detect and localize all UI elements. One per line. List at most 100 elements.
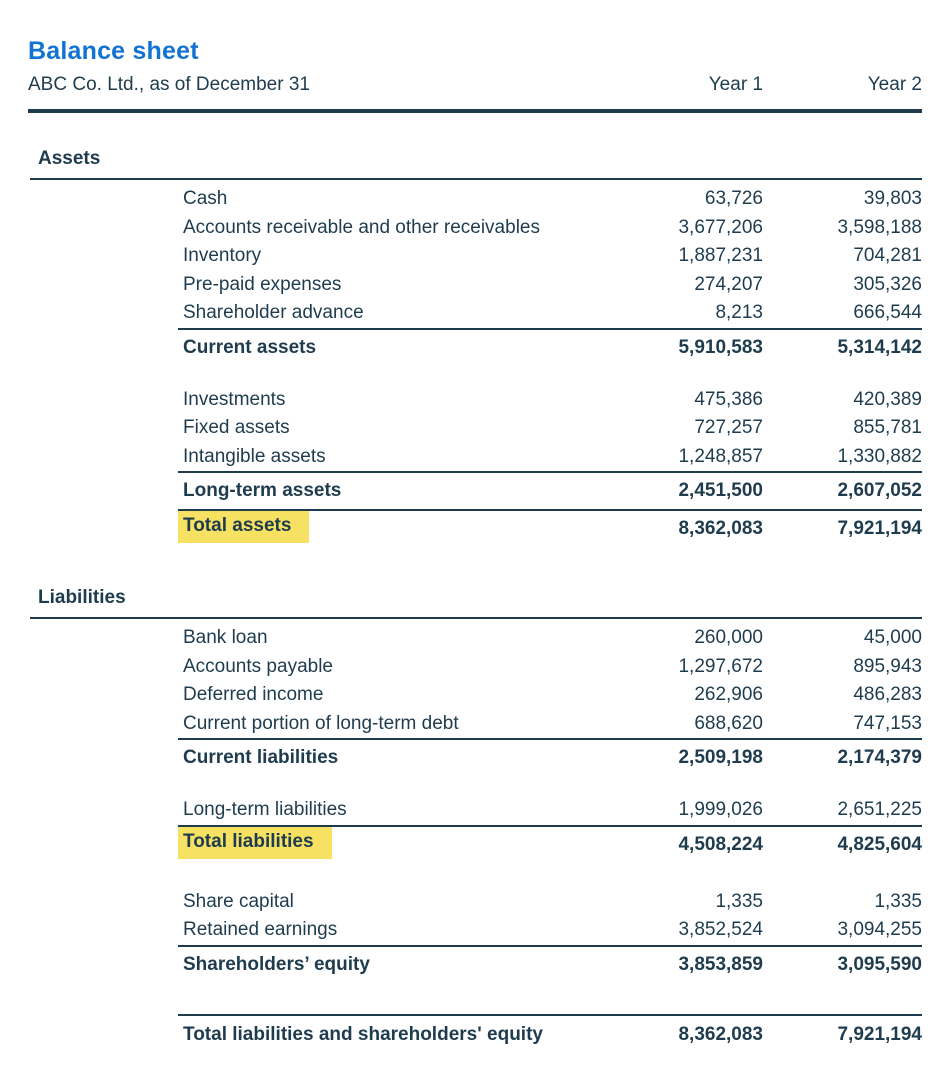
row-label: Accounts receivable and other receivable… [183, 216, 540, 238]
year2-value: 3,598,188 [837, 216, 922, 238]
page-title: Balance sheet [28, 37, 199, 65]
row-long-term-liabilities: Long-term liabilities 1,999,026 2,651,225 [178, 796, 922, 825]
row-label: Current liabilities [183, 747, 339, 768]
row-cash: Cash 63,726 39,803 [178, 185, 922, 214]
row-spacer [178, 868, 922, 888]
year2-value: 420,389 [853, 388, 922, 410]
row-shareholders-equity: Shareholders’ equity 3,853,859 3,095,590 [178, 944, 922, 983]
year2-value: 3,094,255 [837, 919, 922, 941]
row-label: Intangible assets [183, 445, 326, 467]
column-header-year2: Year 2 [867, 74, 922, 95]
row-current-portion-of-long-term-debt: Current portion of long-term debt 688,620… [178, 710, 922, 739]
year1-value: 274,207 [694, 273, 763, 295]
year2-value: 895,943 [853, 655, 922, 677]
row-label: Investments [183, 388, 286, 410]
year1-value: 1,887,231 [678, 245, 763, 267]
year1-value: 4,508,224 [678, 833, 763, 855]
year1-value: 475,386 [694, 388, 763, 410]
year2-value: 3,095,590 [837, 953, 922, 975]
row-share-capital: Share capital 1,335 1,335 [178, 888, 922, 917]
row-intangible-assets: Intangible assets 1,248,857 1,330,882 [178, 443, 922, 472]
row-bank-loan: Bank loan 260,000 45,000 [178, 624, 922, 653]
year2-value: 2,607,052 [837, 480, 922, 501]
row-label: Total liabilities [178, 825, 603, 859]
row-label: Cash [183, 188, 228, 210]
year1-value: 1,999,026 [678, 799, 763, 821]
row-label: Inventory [183, 245, 262, 267]
year2-value: 855,781 [853, 417, 922, 439]
year1-value: 260,000 [694, 627, 763, 649]
row-label: Total assets [178, 510, 603, 543]
row-label: Current assets [183, 336, 317, 358]
company-subtitle: ABC Co. Ltd., as of December 31 [28, 74, 310, 95]
section-liabilities: Liabilities Bank loan 260,000 45,000 Account… [28, 587, 922, 1054]
row-long-term-assets: Long-term assets 2,451,500 2,607,052 [178, 471, 922, 509]
row-deferred-income: Deferred income 262,906 486,283 [178, 681, 922, 710]
year1-value: 262,906 [694, 684, 763, 706]
year2-value: 1,330,882 [837, 445, 922, 467]
section-heading-rule [30, 617, 922, 619]
row-label: Total liabilities and shareholders' equi… [183, 1023, 543, 1045]
year1-value: 63,726 [704, 188, 763, 210]
year2-value: 747,153 [853, 712, 922, 734]
row-retained-earnings: Retained earnings 3,852,524 3,094,255 [178, 916, 922, 945]
year2-value: 45,000 [863, 627, 922, 649]
year1-value: 3,677,206 [678, 216, 763, 238]
year1-value: 688,620 [694, 712, 763, 734]
year2-value: 7,921,194 [837, 518, 922, 539]
year1-value: 1,248,857 [678, 445, 763, 467]
row-shareholder-advance: Shareholder advance 8,213 666,544 [178, 299, 922, 328]
year1-value: 5,910,583 [678, 336, 763, 358]
section-rows: Bank loan 260,000 45,000 Accounts payable 1,… [178, 619, 922, 1054]
row-label: Fixed assets [183, 417, 290, 439]
section-assets: Assets Cash 63,726 39,803 Accounts receivabl… [28, 148, 922, 552]
row-total-liabilities-and-shareholders-equity: Total liabilities and shareholders' equi… [178, 1013, 922, 1054]
row-label: Pre-paid expenses [183, 273, 342, 295]
year2-value: 5,314,142 [837, 336, 922, 358]
row-current-liabilities: Current liabilities 2,509,198 2,174,379 [178, 738, 922, 776]
row-inventory: Inventory 1,887,231 704,281 [178, 242, 922, 271]
section-rows: Cash 63,726 39,803 Accounts receivable and … [178, 180, 922, 552]
highlight-label: Total assets [178, 510, 310, 543]
year1-value: 2,509,198 [678, 747, 763, 768]
year2-value: 39,803 [863, 188, 922, 210]
year1-value: 1,335 [715, 890, 763, 912]
year1-value: 3,852,524 [678, 919, 763, 941]
section-heading-liabilities: Liabilities [38, 587, 126, 608]
year2-value: 486,283 [853, 684, 922, 706]
row-label: Long-term liabilities [183, 799, 347, 821]
row-total-liabilities: Total liabilities 4,508,224 4,825,604 [178, 824, 922, 868]
row-label: Accounts payable [183, 655, 333, 677]
row-spacer [178, 776, 922, 796]
header-rule [28, 109, 922, 113]
row-label: Shareholder advance [183, 302, 364, 324]
row-label: Share capital [183, 890, 294, 912]
row-label: Bank loan [183, 627, 268, 649]
row-label: Shareholders’ equity [183, 953, 370, 975]
year2-value: 666,544 [853, 302, 922, 324]
year1-value: 8,213 [715, 302, 763, 324]
row-label: Retained earnings [183, 919, 338, 941]
row-current-assets: Current assets 5,910,583 5,314,142 [178, 327, 922, 366]
row-spacer [178, 366, 922, 386]
row-accounts-payable: Accounts payable 1,297,672 895,943 [178, 653, 922, 682]
row-pre-paid-expenses: Pre-paid expenses 274,207 305,326 [178, 271, 922, 300]
year2-value: 2,651,225 [837, 799, 922, 821]
year2-value: 1,335 [874, 890, 922, 912]
table-header-row: ABC Co. Ltd., as of December 31 Year 1 Y… [28, 73, 922, 97]
section-heading-assets: Assets [38, 148, 101, 169]
year1-value: 1,297,672 [678, 655, 763, 677]
year1-value: 8,362,083 [678, 1023, 763, 1045]
year1-value: 2,451,500 [678, 480, 763, 501]
highlight-label: Total liabilities [178, 825, 332, 859]
year2-value: 704,281 [853, 245, 922, 267]
year2-value: 4,825,604 [837, 833, 922, 855]
row-label: Current portion of long-term debt [183, 712, 459, 734]
year1-value: 727,257 [694, 417, 763, 439]
year2-value: 7,921,194 [837, 1023, 922, 1045]
row-label: Deferred income [183, 684, 324, 706]
year2-value: 305,326 [853, 273, 922, 295]
row-total-assets: Total assets 8,362,083 7,921,194 [178, 509, 922, 552]
year2-value: 2,174,379 [837, 747, 922, 768]
